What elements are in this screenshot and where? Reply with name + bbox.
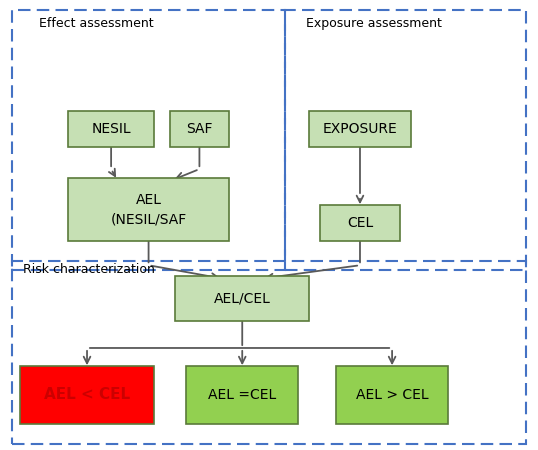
FancyBboxPatch shape [175,276,309,321]
FancyBboxPatch shape [170,111,229,147]
Text: AEL: AEL [136,193,161,207]
Text: AEL > CEL: AEL > CEL [356,388,428,402]
Text: AEL =CEL: AEL =CEL [208,388,277,402]
FancyBboxPatch shape [68,178,229,241]
Text: SAF: SAF [186,122,213,136]
Text: (NESIL/SAF: (NESIL/SAF [110,212,187,226]
Text: EXPOSURE: EXPOSURE [323,122,398,136]
FancyBboxPatch shape [309,111,411,147]
FancyBboxPatch shape [186,366,299,424]
Text: NESIL: NESIL [91,122,131,136]
FancyBboxPatch shape [320,205,400,241]
Text: AEL/CEL: AEL/CEL [214,292,271,306]
Text: Risk characterization: Risk characterization [23,263,154,276]
FancyBboxPatch shape [336,366,448,424]
FancyBboxPatch shape [68,111,154,147]
Text: CEL: CEL [347,216,373,230]
Text: Exposure assessment: Exposure assessment [307,17,442,30]
Text: AEL < CEL: AEL < CEL [44,387,130,402]
Text: Effect assessment: Effect assessment [39,17,153,30]
FancyBboxPatch shape [20,366,154,424]
